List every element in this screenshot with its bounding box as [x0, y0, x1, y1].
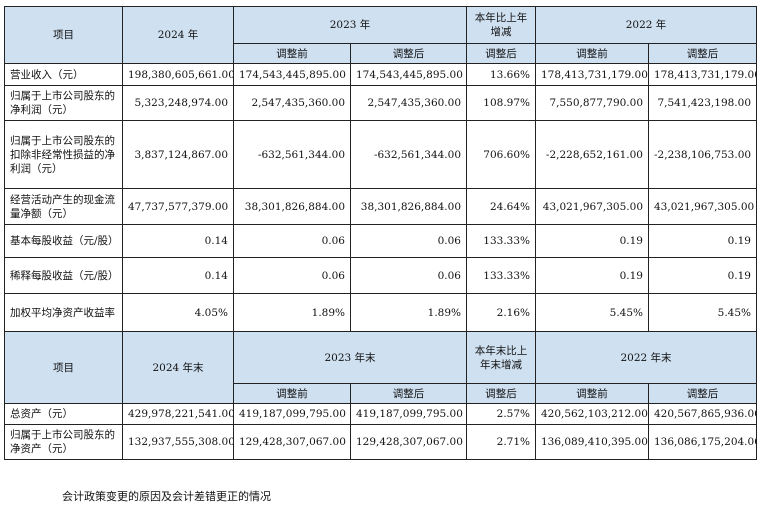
financial-table: 项目 2024 年 2023 年 本年比上年增减 2022 年 调整前 调整后 … — [4, 6, 757, 460]
cell-2022-before: -2,228,652,161.00 — [535, 120, 649, 189]
table-row: 归属于上市公司股东的净利润（元） 5,323,248,974.00 2,547,… — [4, 85, 757, 121]
header-2022-after: 调整后 — [648, 43, 757, 64]
cell-change: 2.57% — [466, 403, 536, 425]
cell-2023-before: -632,561,344.00 — [233, 120, 351, 189]
cell-2022-before: 5.45% — [535, 293, 649, 332]
footnote-text: 会计政策变更的原因及会计差错更正的情况 — [62, 490, 271, 503]
cell-change: 2.16% — [466, 293, 536, 332]
row-label: 归属于上市公司股东的净利润（元） — [4, 85, 123, 121]
header-2022-year-end: 2022 年末 — [535, 331, 757, 384]
cell-2023-after: -632,561,344.00 — [350, 120, 467, 189]
header-2023-year-end-before: 调整前 — [233, 383, 351, 404]
cell-2022-before: 43,021,967,305.00 — [535, 188, 649, 225]
row-label: 经营活动产生的现金流量净额（元） — [4, 188, 123, 225]
cell-2022-before: 7,550,877,790.00 — [535, 85, 649, 121]
header-2022: 2022 年 — [535, 6, 757, 44]
header-item: 项目 — [4, 6, 123, 64]
cell-2023-before: 174,543,445,895.00 — [233, 63, 351, 86]
row-label: 基本每股收益（元/股） — [4, 224, 123, 258]
cell-2023-after: 129,428,307,067.00 — [350, 424, 467, 460]
cell-2022-after: 136,086,175,204.00 — [648, 424, 757, 460]
cell-2022-before: 178,413,731,179.00 — [535, 63, 649, 86]
row-label: 总资产（元） — [4, 403, 123, 425]
cell-change: 13.66% — [466, 63, 536, 86]
cell-2024: 132,937,555,308.00 — [122, 424, 234, 460]
cell-2023-before: 129,428,307,067.00 — [233, 424, 351, 460]
header-2024-year-end: 2024 年末 — [122, 331, 234, 404]
cell-change: 133.33% — [466, 257, 536, 294]
cell-2023-before: 38,301,826,884.00 — [233, 188, 351, 225]
table-row: 营业收入（元） 198,380,605,661.00 174,543,445,8… — [4, 63, 757, 86]
cell-2022-after: 43,021,967,305.00 — [648, 188, 757, 225]
cell-2024: 0.14 — [122, 257, 234, 294]
header-change-after: 调整后 — [466, 43, 536, 64]
header-2022-year-end-after: 调整后 — [648, 383, 757, 404]
header-2023: 2023 年 — [233, 6, 467, 44]
cell-2022-before: 136,089,410,395.00 — [535, 424, 649, 460]
row-label: 加权平均净资产收益率 — [4, 293, 123, 332]
header-2024: 2024 年 — [122, 6, 234, 64]
table-row: 稀释每股收益（元/股） 0.14 0.06 0.06 133.33% 0.19 … — [4, 257, 757, 294]
cell-2024: 47,737,577,379.00 — [122, 188, 234, 225]
table-row: 归属于上市公司股东的净资产（元） 132,937,555,308.00 129,… — [4, 424, 757, 460]
row-label: 归属于上市公司股东的净资产（元） — [4, 424, 123, 460]
cell-2023-after: 1.89% — [350, 293, 467, 332]
table-row: 总资产（元） 429,978,221,541.00 419,187,099,79… — [4, 403, 757, 425]
header-2022-before: 调整前 — [535, 43, 649, 64]
cell-2022-before: 0.19 — [535, 257, 649, 294]
cell-change: 2.71% — [466, 424, 536, 460]
row-label: 营业收入（元） — [4, 63, 123, 86]
cell-2023-after: 2,547,435,360.00 — [350, 85, 467, 121]
header-change: 本年比上年增减 — [466, 6, 536, 44]
cell-2023-before: 0.06 — [233, 224, 351, 258]
cell-2022-before: 420,562,103,212.00 — [535, 403, 649, 425]
cell-2023-after: 38,301,826,884.00 — [350, 188, 467, 225]
cell-2024: 429,978,221,541.00 — [122, 403, 234, 425]
cell-2023-before: 2,547,435,360.00 — [233, 85, 351, 121]
header-2023-year-end: 2023 年末 — [233, 331, 467, 384]
cell-change: 108.97% — [466, 85, 536, 121]
cell-2023-after: 0.06 — [350, 257, 467, 294]
cell-2024: 5,323,248,974.00 — [122, 85, 234, 121]
cell-2022-after: 420,567,865,936.00 — [648, 403, 757, 425]
cell-2023-before: 1.89% — [233, 293, 351, 332]
table-row: 归属于上市公司股东的扣除非经常性损益的净利润（元） 3,837,124,867.… — [4, 120, 757, 189]
header-change-year-end: 本年末比上年末增减 — [466, 331, 536, 384]
cell-2023-before: 0.06 — [233, 257, 351, 294]
cell-2022-after: 178,413,731,179.00 — [648, 63, 757, 86]
cell-2022-after: -2,238,106,753.00 — [648, 120, 757, 189]
cell-2024: 4.05% — [122, 293, 234, 332]
cell-2022-after: 5.45% — [648, 293, 757, 332]
cell-change: 706.60% — [466, 120, 536, 189]
header-2023-year-end-after: 调整后 — [350, 383, 467, 404]
cell-2023-after: 0.06 — [350, 224, 467, 258]
cell-change: 133.33% — [466, 224, 536, 258]
cell-2023-after: 174,543,445,895.00 — [350, 63, 467, 86]
cell-2024: 0.14 — [122, 224, 234, 258]
row-label: 归属于上市公司股东的扣除非经常性损益的净利润（元） — [4, 120, 123, 189]
cell-2022-after: 0.19 — [648, 257, 757, 294]
table-row: 加权平均净资产收益率 4.05% 1.89% 1.89% 2.16% 5.45%… — [4, 293, 757, 332]
cell-2022-after: 7,541,423,198.00 — [648, 85, 757, 121]
cell-2024: 198,380,605,661.00 — [122, 63, 234, 86]
header-2023-before: 调整前 — [233, 43, 351, 64]
header-item-year-end: 项目 — [4, 331, 123, 404]
cell-2022-after: 0.19 — [648, 224, 757, 258]
header-2023-after: 调整后 — [350, 43, 467, 64]
cell-2024: 3,837,124,867.00 — [122, 120, 234, 189]
cell-2022-before: 0.19 — [535, 224, 649, 258]
header-2022-year-end-before: 调整前 — [535, 383, 649, 404]
table-row: 经营活动产生的现金流量净额（元） 47,737,577,379.00 38,30… — [4, 188, 757, 225]
cell-change: 24.64% — [466, 188, 536, 225]
cell-2023-after: 419,187,099,795.00 — [350, 403, 467, 425]
header-change-year-end-after: 调整后 — [466, 383, 536, 404]
cell-2023-before: 419,187,099,795.00 — [233, 403, 351, 425]
table-row: 基本每股收益（元/股） 0.14 0.06 0.06 133.33% 0.19 … — [4, 224, 757, 258]
row-label: 稀释每股收益（元/股） — [4, 257, 123, 294]
